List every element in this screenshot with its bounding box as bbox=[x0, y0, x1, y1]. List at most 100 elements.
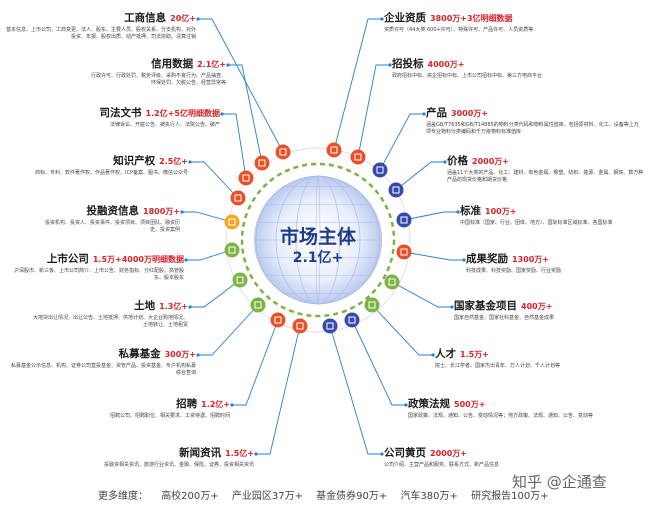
tender-icon bbox=[350, 149, 366, 165]
category-title: 招投标 bbox=[392, 58, 424, 70]
category-count: 3800万+3亿明细数据 bbox=[430, 14, 513, 23]
category-title: 新闻资讯 bbox=[179, 447, 222, 459]
connector-jijin bbox=[391, 281, 452, 308]
category-count: 2000万+ bbox=[430, 449, 467, 458]
watermark: 知乎 @企通查 bbox=[512, 473, 607, 491]
news-icon bbox=[292, 318, 308, 334]
category-title: 工商信息 bbox=[124, 12, 167, 24]
category-desc: 投资机构、投资人、投资事件、投资项目、项目团队、融资历史、投资案例 bbox=[44, 220, 180, 233]
connector-xinyong bbox=[228, 64, 263, 164]
category-zhaopin: 招聘 1.2亿+ 招聘公司、招聘职位、相关要求、工资待遇、招聘时间 bbox=[75, 398, 230, 420]
trophy-icon bbox=[396, 244, 412, 260]
center-title: 市场主体 bbox=[279, 226, 356, 248]
footer-item: 基金债券90万+ bbox=[316, 491, 388, 502]
outer-ring bbox=[225, 147, 411, 333]
connector-dot bbox=[230, 403, 234, 407]
price-icon bbox=[388, 182, 404, 198]
category-count: 1.2亿+ bbox=[201, 400, 230, 409]
connector-dot bbox=[188, 305, 192, 309]
category-zhengce: 政策法规 500万+ 国家政策、法规、通知、公告、变动情况等；地方政策、法规、通知、… bbox=[408, 398, 603, 420]
category-desc: 政府招标中标、央企招标中标、上市公司招标中标、第三方电商平台 bbox=[392, 73, 543, 79]
building-icon bbox=[275, 144, 291, 160]
icon-ring bbox=[224, 142, 412, 334]
category-count: 4000万+ bbox=[427, 60, 465, 69]
money-icon bbox=[224, 214, 240, 230]
connector-shangshi bbox=[186, 249, 233, 261]
category-huangye: 公司黄页 2000万+ 公司介绍、主营产品和服务、联系方式、新产品信息 bbox=[384, 447, 584, 469]
globe-meridian bbox=[255, 175, 381, 305]
connector-chanpin bbox=[379, 113, 424, 171]
category-desc: 资质许可（44大类 600+许可）、特殊许可、产品许可、人员资质等 bbox=[384, 27, 534, 33]
category-rencai: 人才 1.5万+ 院士、长江学者、国家杰出青年、万人计划、千人计划等 bbox=[435, 348, 605, 370]
category-desc: 涵盖GB/T7635和GB/T14885的物料分类代码和物料属性值库，包括原材料… bbox=[426, 122, 639, 135]
category-gongshang: 工商信息 20亿+ 基本信息、上市公司、工商变更、法人、股东、主要人员、股权关系、分… bbox=[6, 12, 196, 41]
connector-xinwen bbox=[256, 325, 301, 455]
connector-huangye bbox=[329, 325, 382, 455]
connector-jiage bbox=[395, 161, 445, 191]
connector-dot bbox=[380, 452, 384, 456]
connector-dot bbox=[422, 112, 426, 116]
footer-item: 高校200万+ bbox=[161, 491, 219, 502]
category-title: 私募基金 bbox=[118, 348, 161, 360]
shield-icon bbox=[224, 242, 240, 258]
category-tudi: 土地 1.3亿+ 大地块出让情况、出让公告、土地抵押、供地计划、大企业购地情况、土地… bbox=[33, 300, 188, 329]
category-count: 2.5亿+ bbox=[159, 157, 188, 166]
fund-icon bbox=[250, 297, 266, 313]
category-count: 3000万+ bbox=[451, 109, 488, 118]
category-count: 1.3亿+ bbox=[159, 302, 188, 311]
category-simu: 私募基金 300万+ 私募基金公示信息、机构、证券公司直投基金、资管产品、投资基金、… bbox=[11, 348, 196, 377]
category-desc: 国家自然基金、国家社科基金、自然基金成果 bbox=[454, 315, 555, 321]
category-desc: 行政许可、行政处罚、税务评级、采购不良行为、产品抽查、环保处罚、欠税公告、经营异… bbox=[91, 73, 227, 86]
gavel-icon bbox=[238, 170, 254, 186]
connector-dot bbox=[196, 353, 200, 357]
fund-project-icon bbox=[384, 274, 400, 290]
connector-dot bbox=[226, 63, 230, 67]
category-desc: 法律诉讼、开庭公告、被执行人、法院公告、破产 bbox=[109, 122, 220, 128]
category-count: 2.1亿+ bbox=[197, 60, 226, 69]
category-xinyong: 信用数据 2.1亿+ 行政许可、行政处罚、税务评级、采购不良行为、产品抽查、环保处罚… bbox=[91, 58, 226, 87]
footer-label: 更多维度： bbox=[98, 491, 148, 502]
category-desc: 大地块出让情况、出让公告、土地抵押、供地计划、大企业购地情况、土地转让、土地租赁 bbox=[33, 315, 189, 328]
category-jijin: 国家基金项目 400万+ 国家自然基金、国家社科基金、自然基金成果 bbox=[454, 300, 624, 322]
land-icon bbox=[232, 272, 248, 288]
category-sifa: 司法文书 1.2亿+5亿明细数据 法律诉讼、开庭公告、被执行人、法院公告、破产 bbox=[50, 107, 220, 129]
category-count: 2000万+ bbox=[472, 157, 509, 166]
category-biaozhun: 标准 100万+ 中国标准（国家、行业、团体、地方）、国际标准区域标准、各国标准 bbox=[460, 205, 620, 227]
connector-dot bbox=[380, 17, 384, 21]
category-title: 国家基金项目 bbox=[454, 300, 517, 312]
connector-sifa bbox=[222, 113, 247, 179]
connector-dot bbox=[196, 17, 200, 21]
connector-lines bbox=[180, 17, 466, 456]
category-zhaotoubiao: 招投标 4000万+ 政府招标中标、央企招标中标、上市公司招标中标、第三方电商平台 bbox=[392, 58, 602, 80]
certificate-icon bbox=[326, 142, 342, 158]
category-title: 标准 bbox=[460, 205, 481, 217]
connector-dot bbox=[443, 160, 447, 164]
connector-biaozhun bbox=[403, 211, 458, 221]
category-title: 人才 bbox=[435, 348, 456, 360]
category-title: 知识产权 bbox=[113, 155, 156, 167]
category-title: 信用数据 bbox=[151, 58, 194, 70]
category-title: 上市公司 bbox=[46, 253, 89, 265]
connector-dot bbox=[462, 258, 466, 262]
connector-zhengce bbox=[351, 319, 406, 406]
category-count: 1300万+ bbox=[512, 255, 549, 264]
category-desc: 国家政策、法规、通知、公告、变动情况等；地方政策、法规、通知、公告、变动等 bbox=[408, 413, 594, 419]
category-desc: 基本信息、上市公司、工商变更、法人、股东、主要人员、股权关系、分支机构、对外投资… bbox=[6, 27, 197, 40]
category-zhishi: 知识产权 2.5亿+ 商标、专利、软件著作权、作品著作权、ICP备案、图书、微信公众… bbox=[3, 155, 188, 177]
globe-grid bbox=[254, 175, 382, 305]
category-xinwen: 新闻资讯 1.5亿+ 投融资相关资讯、旅游行业资讯、金融、保险、证券、投资相关资讯 bbox=[54, 447, 254, 469]
product-icon bbox=[372, 162, 388, 178]
category-desc: 私募基金公示信息、机构、证券公司直投基金、资管产品、投资基金、专户机构私募综合查… bbox=[11, 363, 197, 376]
category-desc: 中国标准（国家、行业、团体、地方）、国际标准区域标准、各国标准 bbox=[460, 220, 613, 226]
footer-item: 产业园区37万+ bbox=[231, 491, 303, 502]
category-title: 企业资质 bbox=[384, 12, 426, 24]
connector-zhishi bbox=[190, 161, 239, 199]
category-count: 100万+ bbox=[485, 207, 517, 216]
connector-dot bbox=[220, 112, 224, 116]
category-title: 司法文书 bbox=[99, 107, 142, 119]
connector-rencai bbox=[371, 304, 433, 356]
category-qiyezizhi: 企业资质 3800万+3亿明细数据资质许可（44大类 600+许可）、特殊许可、产… bbox=[384, 12, 584, 34]
category-title: 公司黄页 bbox=[384, 447, 426, 459]
category-desc: 科技成果、科技奖励、国家奖励、行业奖励 bbox=[466, 268, 562, 274]
connector-tudi bbox=[190, 279, 241, 308]
